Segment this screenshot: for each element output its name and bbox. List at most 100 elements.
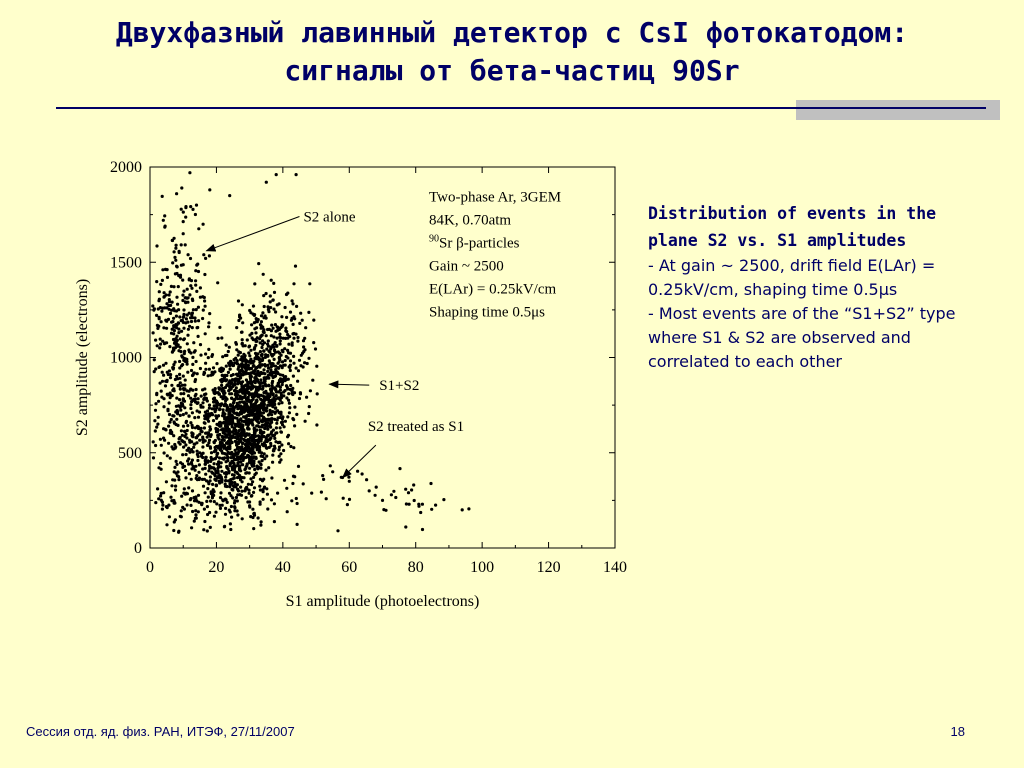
scatter-point <box>230 466 234 470</box>
scatter-point <box>186 333 190 337</box>
scatter-point <box>324 497 328 501</box>
scatter-point <box>194 464 198 468</box>
scatter-point <box>177 440 181 444</box>
scatter-point <box>196 401 200 405</box>
scatter-point <box>195 474 199 478</box>
scatter-point <box>169 303 173 307</box>
scatter-point <box>208 188 212 192</box>
scatter-point <box>253 408 257 412</box>
scatter-point <box>216 336 220 340</box>
scatter-point <box>289 444 293 449</box>
scatter-point <box>223 471 227 475</box>
scatter-point <box>254 356 258 360</box>
scatter-point <box>162 491 166 495</box>
scatter-point <box>169 495 173 499</box>
scatter-point <box>248 500 252 504</box>
scatter-point <box>172 434 176 438</box>
scatter-point <box>236 299 241 303</box>
scatter-point <box>328 464 332 468</box>
scatter-point <box>186 300 190 304</box>
scatter-point <box>265 492 269 496</box>
scatter-point <box>263 426 267 431</box>
scatter-point <box>274 390 279 394</box>
scatter-point <box>189 396 193 400</box>
scatter-point <box>272 307 276 311</box>
scatter-point <box>236 362 240 366</box>
scatter-point <box>260 459 264 463</box>
scatter-point <box>212 441 216 445</box>
scatter-point <box>232 358 236 362</box>
scatter-point <box>175 326 179 330</box>
scatter-point <box>240 303 244 307</box>
scatter-point <box>255 424 259 428</box>
scatter-point <box>201 401 205 405</box>
scatter-point <box>258 500 262 504</box>
scatter-point <box>241 344 245 348</box>
scatter-point <box>173 518 177 522</box>
scatter-point <box>221 355 225 359</box>
scatter-point <box>177 437 181 441</box>
scatter-point <box>190 458 194 462</box>
scatter-point <box>217 437 221 441</box>
scatter-point <box>167 369 171 373</box>
scatter-point <box>290 299 294 303</box>
scatter-point <box>262 441 266 445</box>
scatter-point <box>269 306 273 310</box>
scatter-point <box>280 420 285 424</box>
scatter-point <box>156 415 160 419</box>
scatter-point <box>278 332 282 336</box>
scatter-point <box>168 431 172 435</box>
scatter-point <box>272 281 276 285</box>
scatter-point <box>209 451 214 455</box>
scatter-point <box>281 373 285 377</box>
scatter-point <box>331 470 335 474</box>
scatter-point <box>256 411 260 415</box>
scatter-point <box>322 477 326 481</box>
scatter-point <box>249 455 253 459</box>
scatter-point <box>220 336 224 340</box>
scatter-point <box>303 336 307 340</box>
scatter-point <box>194 387 198 392</box>
scatter-point <box>196 305 200 309</box>
scatter-point <box>404 525 408 529</box>
scatter-point <box>249 361 253 365</box>
scatter-point <box>194 513 198 517</box>
scatter-point <box>287 442 291 446</box>
scatter-point <box>284 329 288 333</box>
scatter-point <box>255 399 259 404</box>
scatter-point <box>167 293 171 297</box>
scatter-point <box>202 253 206 257</box>
scatter-point <box>260 345 264 350</box>
scatter-point <box>205 409 210 413</box>
scatter-point <box>168 290 172 294</box>
scatter-point <box>275 325 279 329</box>
scatter-point <box>151 440 155 444</box>
scatter-point <box>268 410 272 414</box>
scatter-point <box>255 448 259 452</box>
scatter-point <box>250 336 254 340</box>
scatter-point <box>229 419 233 423</box>
scatter-point <box>220 477 224 481</box>
scatter-point <box>157 299 161 303</box>
scatter-point <box>203 491 207 495</box>
scatter-point <box>220 441 224 445</box>
scatter-point <box>181 220 185 224</box>
scatter-point <box>185 362 189 366</box>
scatter-point <box>231 488 235 492</box>
scatter-point <box>278 460 282 464</box>
scatter-point <box>258 445 262 449</box>
scatter-point <box>266 369 270 373</box>
scatter-point <box>232 468 237 472</box>
scatter-point <box>248 466 252 470</box>
scatter-point <box>271 363 275 368</box>
scatter-point <box>271 326 275 330</box>
scatter-point <box>171 366 175 370</box>
scatter-point <box>253 313 257 317</box>
scatter-point <box>223 424 228 428</box>
scatter-point <box>278 426 282 430</box>
scatter-point <box>164 361 168 365</box>
scatter-point <box>177 250 181 255</box>
scatter-point <box>153 419 157 423</box>
scatter-point <box>153 408 158 412</box>
scatter-point <box>263 457 267 461</box>
